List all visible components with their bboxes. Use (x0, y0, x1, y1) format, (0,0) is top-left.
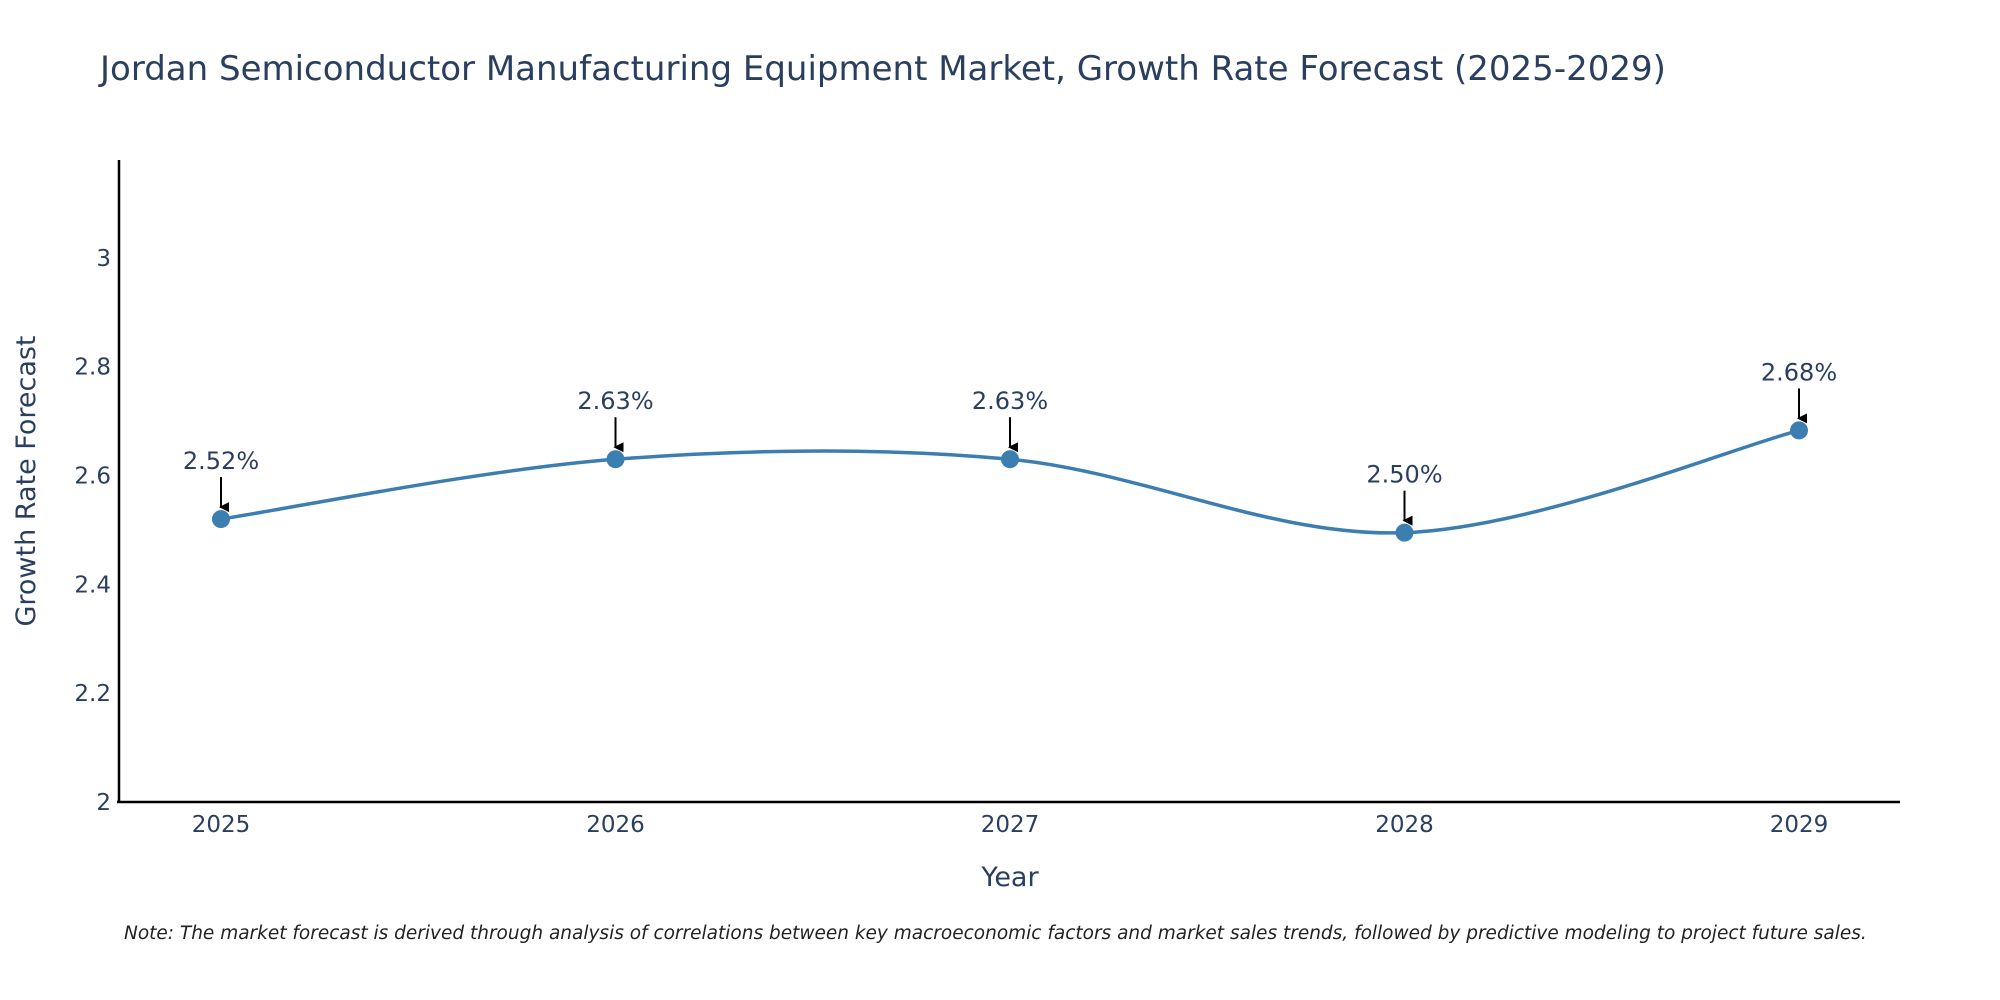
y-tick-label: 2.8 (74, 355, 111, 381)
y-tick-label: 3 (96, 246, 111, 272)
data-point (606, 450, 625, 469)
data-label: 2.52% (183, 447, 259, 475)
y-axis-title: Growth Rate Forecast (11, 335, 42, 626)
footnote: Note: The market forecast is derived thr… (124, 923, 1867, 944)
y-tick-label: 2 (96, 790, 111, 816)
x-axis-title: Year (980, 862, 1039, 893)
y-tick-label: 2.6 (74, 464, 111, 490)
data-point (1001, 450, 1019, 469)
data-label: 2.68% (1761, 358, 1837, 386)
x-tick-label: 2029 (1770, 812, 1829, 838)
data-point (212, 510, 230, 529)
data-points (212, 421, 1808, 542)
x-tick-label: 2028 (1375, 812, 1434, 838)
chart-title: Jordan Semiconductor Manufacturing Equip… (98, 49, 1666, 89)
x-tick-label: 2026 (586, 812, 645, 838)
y-axis-ticks: 2 2.2 2.4 2.6 2.8 3 (74, 246, 111, 816)
x-axis-ticks: 2025 2026 2027 2028 2029 (192, 812, 1829, 838)
data-point (1395, 523, 1414, 542)
data-label: 2.63% (972, 387, 1048, 415)
y-tick-label: 2.2 (74, 681, 111, 707)
x-tick-label: 2027 (981, 812, 1040, 838)
x-tick-label: 2025 (192, 812, 251, 838)
data-point (1790, 421, 1808, 440)
data-label: 2.50% (1366, 461, 1442, 489)
data-label: 2.63% (577, 387, 653, 415)
y-tick-label: 2.4 (74, 572, 111, 598)
data-annotations: 2.52% 2.63% 2.63% 2.50% 2.68% (183, 358, 1837, 526)
